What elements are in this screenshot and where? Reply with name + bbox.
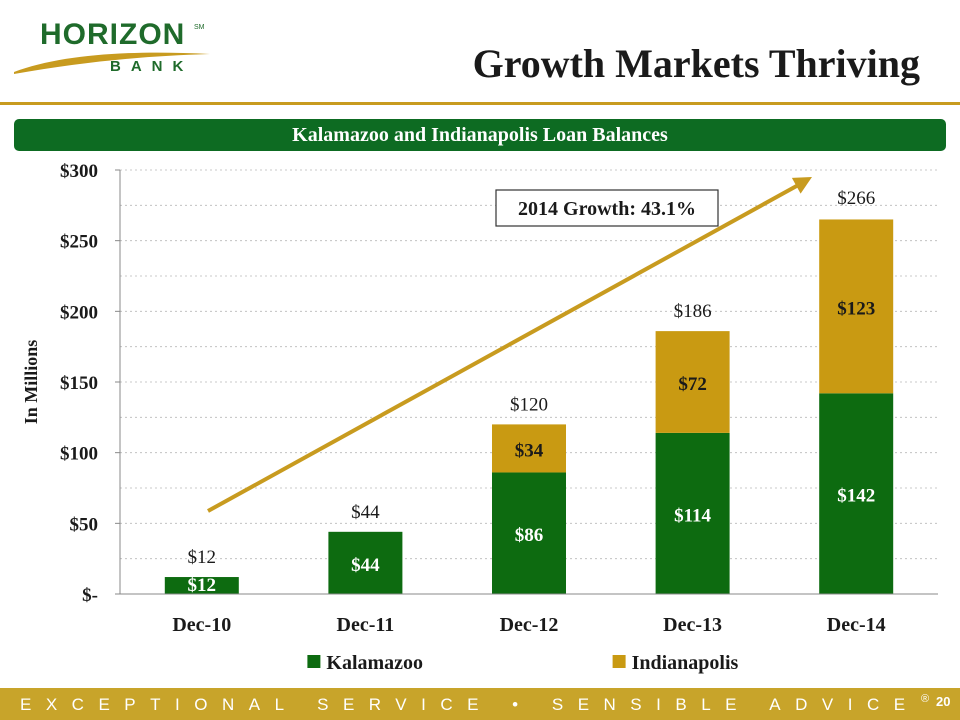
x-tick-label: Dec-10 — [172, 614, 231, 636]
logo-name: HORIZON — [40, 18, 186, 51]
bar-indianapolis-dec-14 — [819, 219, 894, 394]
bar-kalamazoo-dec-11 — [328, 531, 403, 594]
bar-kalamazoo-dec-10 — [164, 577, 239, 594]
growth-annotation-text: 2014 Growth: 43.1% — [518, 198, 696, 220]
x-tick-label: Dec-12 — [500, 614, 559, 636]
overlay-layer: 2014 Growth: 43.1% — [207, 177, 812, 513]
legend-swatch-kalamazoo — [307, 655, 321, 668]
y-axis-title: In Millions — [21, 340, 41, 425]
header-divider — [0, 102, 960, 105]
axis-layer: $- $50 $100 $150 $200 $250 $300 In Millions Dec-… — [21, 161, 938, 674]
legend-label-indianapolis: Indianapolis — [632, 652, 739, 674]
segment-label: $44 — [351, 555, 380, 576]
x-tick-label: Dec-11 — [337, 614, 395, 636]
segment-label: $34 — [515, 440, 544, 461]
y-tick-label: $300 — [60, 161, 98, 182]
legend-swatch-indianapolis — [612, 655, 626, 668]
trend-arrowhead-icon — [791, 177, 812, 194]
y-tick-label: $150 — [60, 373, 98, 394]
page-number: 20 — [936, 694, 951, 709]
segment-label: $114 — [674, 505, 711, 526]
y-tick-label: $250 — [60, 232, 98, 253]
y-tick-label: $- — [82, 585, 98, 606]
trend-arrow-line — [207, 181, 803, 513]
total-label: $12 — [188, 547, 217, 568]
slide-title: Growth Markets Thriving — [472, 41, 920, 86]
footer-bar: EXCEPTIONAL SERVICE • SENSIBLE ADVICE ® … — [0, 688, 960, 720]
y-tick-label: $200 — [60, 302, 98, 323]
bar-kalamazoo-dec-13 — [655, 432, 730, 594]
segment-label: $123 — [837, 298, 875, 319]
segment-label: $86 — [515, 525, 544, 546]
growth-annotation-box — [495, 189, 719, 227]
bar-indianapolis-dec-12 — [492, 424, 566, 473]
y-tick-label: $50 — [70, 514, 99, 535]
total-label: $186 — [674, 301, 712, 322]
segment-label: $12 — [188, 575, 217, 596]
bar-indianapolis-dec-13 — [655, 331, 730, 433]
total-label: $44 — [351, 502, 380, 523]
total-label: $120 — [510, 394, 548, 415]
y-tick-label: $100 — [60, 444, 98, 465]
segment-label: $72 — [678, 374, 707, 395]
footer-tagline: EXCEPTIONAL SERVICE • SENSIBLE ADVICE — [20, 695, 920, 714]
bars-layer: $12 $12 $44 $44 $86 $34 $120 $114 $72 $186 $142 $12… — [164, 188, 894, 596]
x-tick-label: Dec-14 — [827, 614, 886, 636]
logo-swoosh-icon — [14, 52, 210, 74]
bar-kalamazoo-dec-12 — [492, 472, 566, 594]
registered-mark: ® — [921, 693, 930, 705]
chart-banner: Kalamazoo and Indianapolis Loan Balances — [14, 119, 946, 151]
horizon-bank-logo: HORIZON SM BANK — [12, 18, 212, 88]
x-tick-label: Dec-13 — [663, 614, 722, 636]
segment-label: $142 — [837, 486, 875, 507]
total-label: $266 — [837, 188, 875, 209]
legend-label-kalamazoo: Kalamazoo — [326, 652, 423, 674]
loan-balances-chart: $12 $12 $44 $44 $86 $34 $120 $114 $72 $186 $142 $12… — [21, 161, 938, 674]
logo-service-mark: SM — [194, 24, 205, 31]
bar-kalamazoo-dec-14 — [819, 393, 894, 594]
logo-sub: BANK — [110, 58, 194, 75]
